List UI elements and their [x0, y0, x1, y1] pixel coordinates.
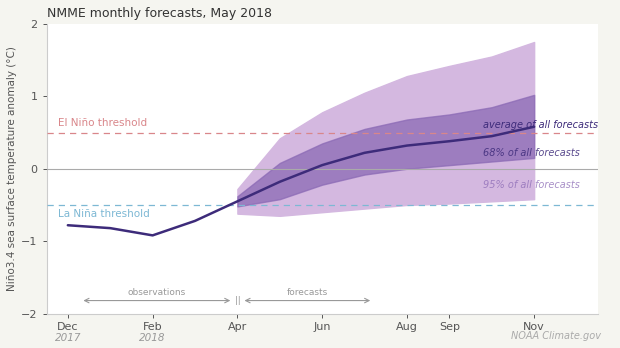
Text: average of all forecasts: average of all forecasts — [483, 120, 598, 130]
Text: observations: observations — [128, 288, 186, 297]
Text: forecasts: forecasts — [286, 288, 328, 297]
Text: 95% of all forecasts: 95% of all forecasts — [483, 180, 580, 190]
Text: ||: || — [234, 296, 241, 305]
Text: La Niña threshold: La Niña threshold — [58, 209, 149, 219]
Text: NMME monthly forecasts, May 2018: NMME monthly forecasts, May 2018 — [46, 7, 272, 20]
Text: NOAA Climate.gov: NOAA Climate.gov — [512, 331, 601, 341]
Text: 2017: 2017 — [55, 333, 81, 343]
Y-axis label: Niño3.4 sea surface temperature anomaly (°C): Niño3.4 sea surface temperature anomaly … — [7, 46, 17, 291]
Text: 2018: 2018 — [140, 333, 166, 343]
Text: 68% of all forecasts: 68% of all forecasts — [483, 148, 580, 158]
Text: El Niño threshold: El Niño threshold — [58, 118, 147, 128]
